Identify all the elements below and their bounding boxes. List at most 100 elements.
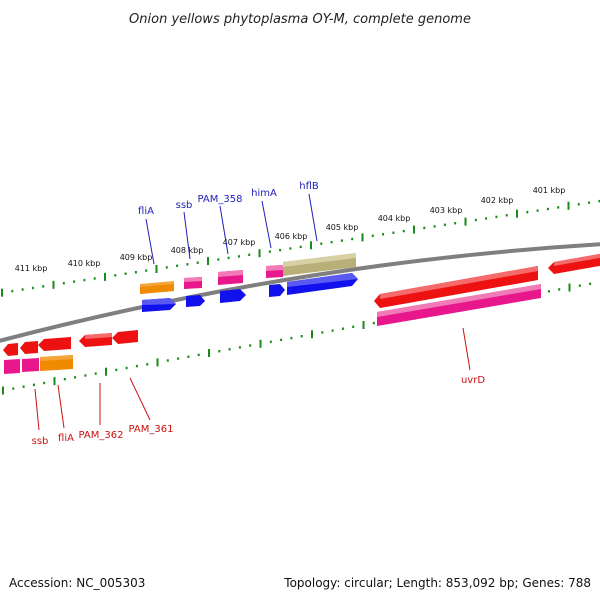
- outer-tick-mark: [505, 214, 508, 217]
- gene-PAM_358-forward[interactable]: [218, 270, 243, 285]
- tick-label-404: 404 kbp: [378, 214, 411, 223]
- outer-tick-mark: [423, 226, 426, 230]
- inner-tick-mark: [300, 335, 303, 338]
- inner-tick-mark: [53, 377, 56, 386]
- outer-tick-mark: [83, 278, 86, 282]
- inner-tick-mark: [43, 381, 46, 385]
- outer-tick-mark: [155, 265, 158, 273]
- outer-tick-mark: [248, 253, 251, 256]
- outer-tick-mark: [104, 272, 106, 281]
- gene-PAM_362-reverse[interactable]: [79, 333, 112, 347]
- inner-tick-mark: [2, 386, 4, 395]
- outer-tick-mark: [93, 277, 96, 280]
- tick-label-409: 409 kbp: [120, 253, 153, 262]
- tick-label-410: 410 kbp: [68, 259, 101, 268]
- inner-tick-mark: [238, 346, 241, 349]
- outer-tick-mark: [124, 272, 127, 275]
- gene-forward-right-edge[interactable]: [548, 253, 600, 274]
- gene-fliA-forward[interactable]: [140, 281, 174, 294]
- outer-tick-mark: [382, 233, 385, 236]
- inner-tick-mark: [558, 288, 561, 291]
- gene-ssb-forward-arrow[interactable]: [186, 295, 205, 307]
- gene-label-uvrD: uvrD: [461, 375, 485, 386]
- inner-tick-mark: [228, 348, 231, 351]
- inner-tick-mark: [259, 339, 262, 348]
- inner-tick-mark: [341, 327, 344, 330]
- inner-tick-mark: [568, 283, 571, 292]
- gene-label-himA: himA: [251, 188, 277, 199]
- outer-tick-mark: [237, 255, 240, 258]
- gene-label-ssb-reverse: ssb: [32, 436, 49, 447]
- gene-reverse-left-red[interactable]: [3, 343, 18, 356]
- outer-tick-mark: [485, 217, 488, 220]
- gene-hflB-forward-arrow[interactable]: [287, 273, 358, 295]
- inner-tick-mark: [22, 385, 25, 388]
- gene-uvrD-reverse-magenta[interactable]: [377, 284, 541, 326]
- gene-himA-forward[interactable]: [266, 265, 283, 278]
- gene-ssb-reverse-red[interactable]: [20, 341, 38, 354]
- outer-tick-mark: [227, 256, 230, 260]
- inner-tick-mark: [84, 374, 87, 377]
- inner-tick-mark: [269, 340, 272, 343]
- gene-label-PAM_358: PAM_358: [198, 194, 243, 205]
- inner-tick-mark: [115, 368, 118, 372]
- inner-tick-mark: [187, 355, 190, 358]
- gene-himA-forward-arrow[interactable]: [269, 284, 285, 297]
- map-title: Onion yellows phytoplasma OY-M, complete…: [129, 12, 471, 27]
- outer-tick-mark: [1, 288, 3, 297]
- inner-tick-mark: [32, 383, 35, 386]
- outer-tick-mark: [371, 234, 374, 237]
- outer-tick-mark: [207, 257, 209, 266]
- inner-tick-mark: [321, 331, 324, 334]
- outer-tick-mark: [546, 207, 549, 211]
- inner-tick-mark: [372, 321, 375, 325]
- tick-label-408: 408 kbp: [171, 246, 204, 255]
- gene-ssb-reverse-magenta[interactable]: [22, 358, 39, 372]
- gene-fliA-forward-arrow[interactable]: [142, 298, 176, 312]
- outer-tick-mark: [217, 258, 220, 261]
- gene-leader-lines: [34, 193, 471, 431]
- inner-tick-mark: [280, 338, 283, 342]
- inner-tick-mark: [156, 358, 159, 367]
- inner-tick-mark: [547, 290, 550, 293]
- tick-tracks: [1, 199, 600, 395]
- gene-hflB-forward[interactable]: [283, 253, 356, 276]
- outer-tick-mark: [42, 285, 45, 288]
- outer-tick-mark: [186, 263, 189, 266]
- outer-tick-mark: [310, 241, 312, 250]
- gene-PAM_361-reverse[interactable]: [112, 330, 138, 344]
- inner-tick-mark: [290, 336, 293, 340]
- gene-label-fliA-forward: fliA: [138, 206, 154, 217]
- outer-tick-mark: [176, 264, 179, 267]
- inner-tick-mark: [146, 363, 149, 366]
- gene-ssb-forward[interactable]: [184, 277, 202, 289]
- outer-tick-mark: [73, 280, 76, 283]
- outer-tick-mark: [454, 222, 457, 225]
- inner-tick-mark: [249, 344, 252, 347]
- outer-tick-mark: [392, 231, 395, 234]
- gene-fliA-reverse-orange[interactable]: [40, 355, 73, 371]
- gene-PAM_358-forward-arrow[interactable]: [220, 289, 246, 303]
- outer-tick-mark: [114, 274, 117, 277]
- inner-tick-mark: [331, 329, 334, 332]
- tick-label-406: 406 kbp: [275, 232, 308, 241]
- tick-label-411: 411 kbp: [15, 264, 48, 273]
- outer-tick-mark: [299, 245, 302, 249]
- gene-uvrD-reverse-red[interactable]: [374, 266, 538, 308]
- inner-tick-mark: [74, 376, 77, 379]
- outer-tick-mark: [62, 282, 65, 285]
- outer-tick-mark: [134, 271, 137, 274]
- tick-label-407: 407 kbp: [223, 238, 256, 247]
- gene-reverse-left-magenta[interactable]: [4, 359, 20, 374]
- outer-tick-mark: [31, 286, 34, 290]
- tick-label-402: 402 kbp: [481, 196, 514, 205]
- outer-tick-mark: [165, 266, 168, 269]
- gene-label-PAM_361: PAM_361: [129, 424, 174, 435]
- inner-tick-mark: [362, 321, 365, 329]
- inner-tick-mark: [135, 364, 138, 368]
- inner-tick-mark: [197, 353, 200, 357]
- inner-tick-mark: [311, 330, 313, 339]
- outer-tick-mark: [413, 225, 415, 234]
- gene-fliA-reverse-red[interactable]: [38, 337, 71, 351]
